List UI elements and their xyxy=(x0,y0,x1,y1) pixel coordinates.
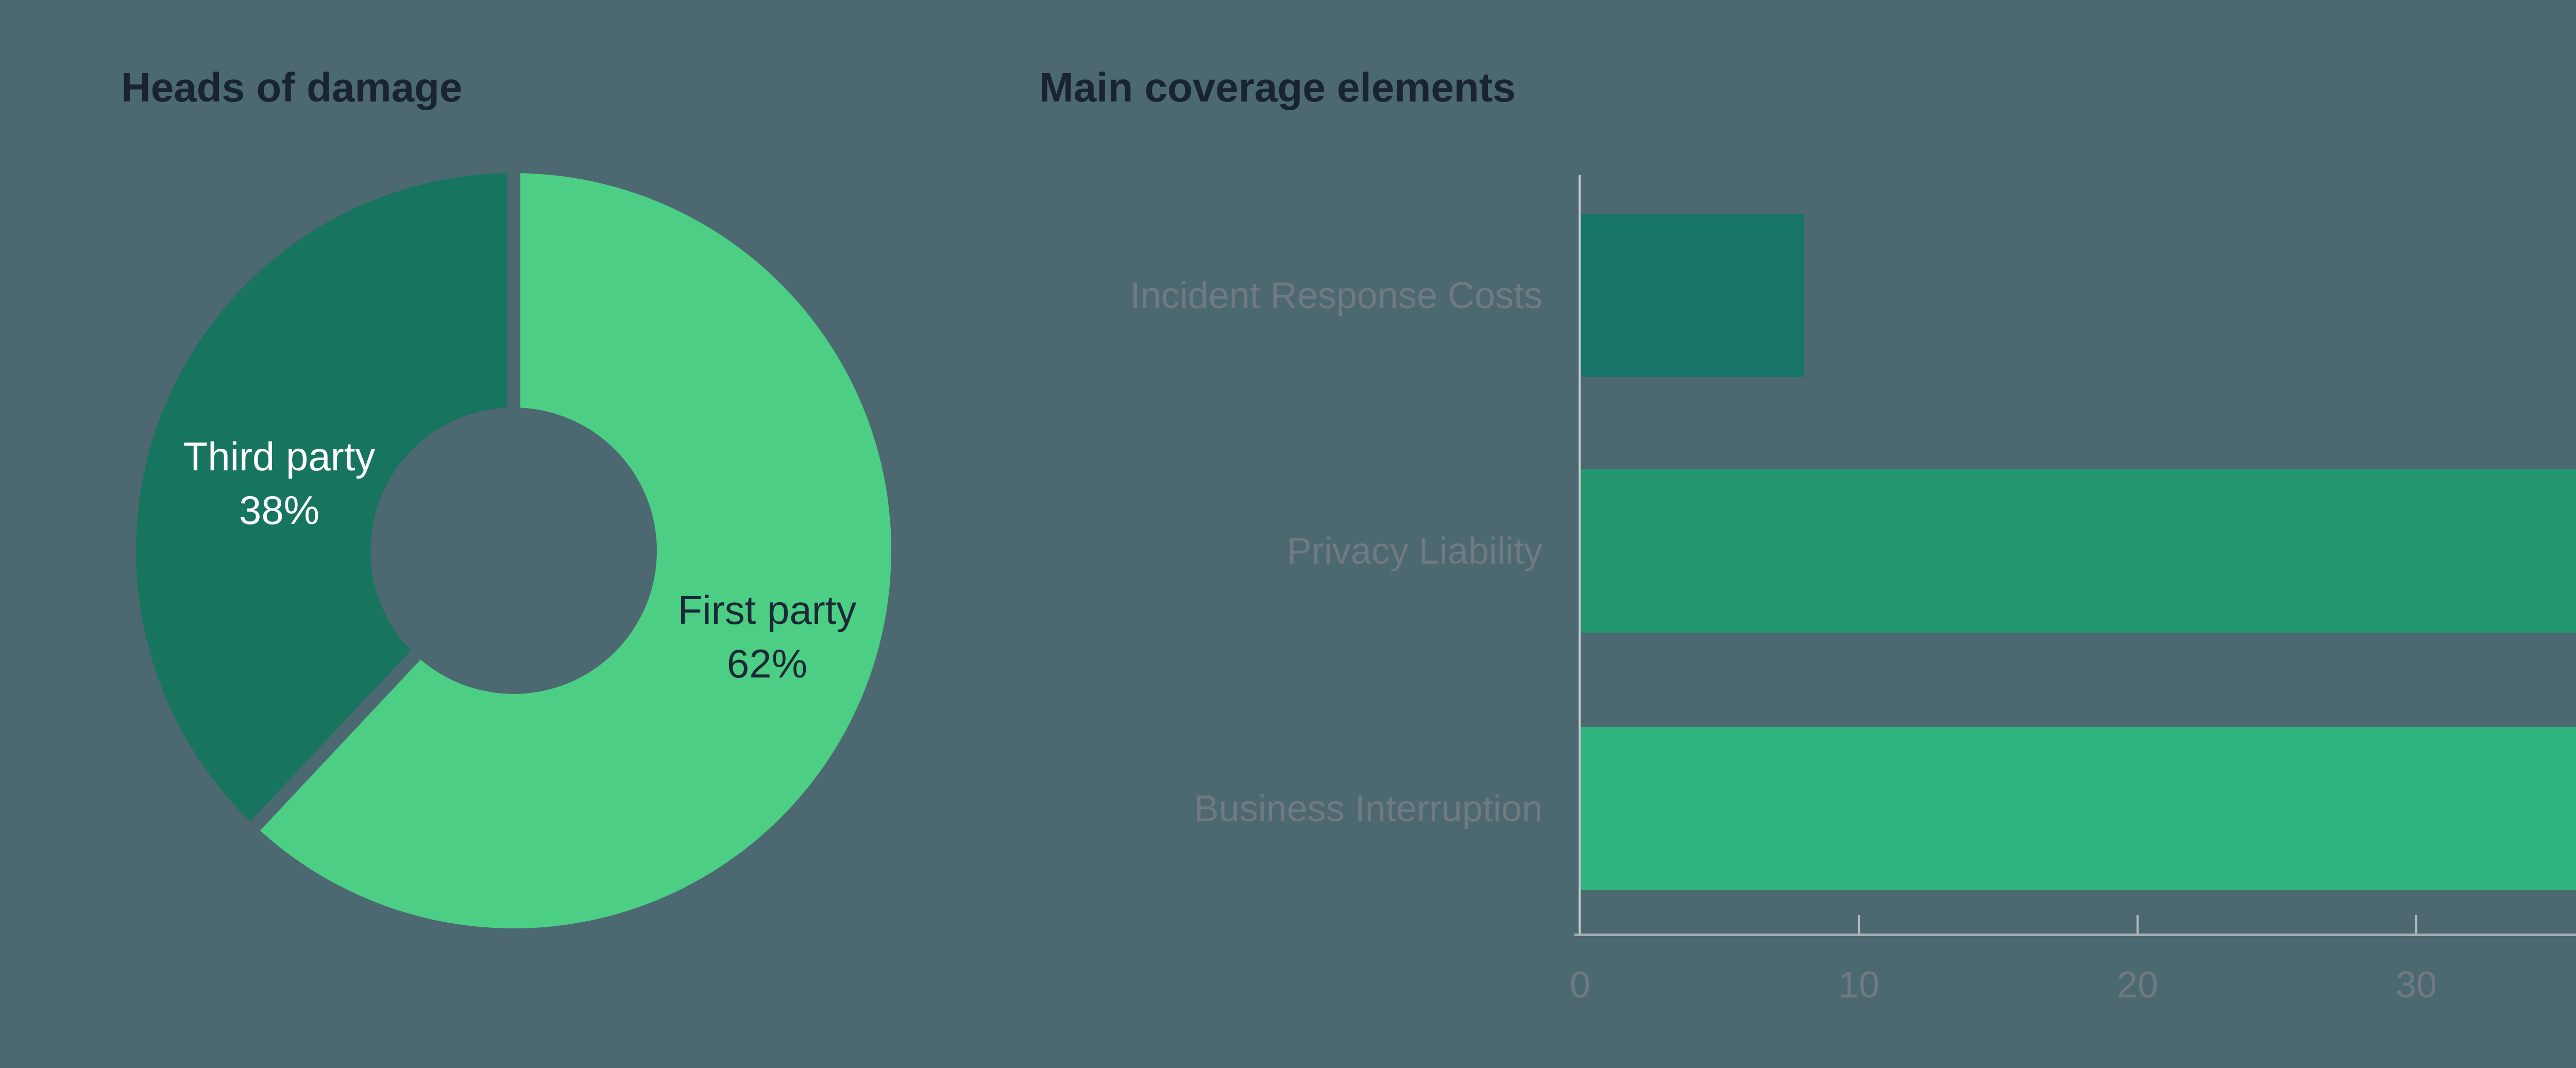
category-label-privacy-liability: Privacy Liability xyxy=(1286,530,1543,572)
pie-label-first-party-percent: 62% xyxy=(726,641,808,686)
donut-chart xyxy=(136,170,891,928)
pie-slice-third-party xyxy=(136,173,514,826)
x-tick-mark-20 xyxy=(2137,915,2139,934)
x-tick-label-10: 10 xyxy=(1838,964,1880,1006)
bar-incident-response-costs xyxy=(1581,214,1804,377)
category-label-incident-response-costs: Incident Response Costs xyxy=(1130,275,1543,316)
pie-chart-title: Heads of damage xyxy=(121,64,463,110)
y-axis-line xyxy=(1579,175,1581,934)
donut-hole xyxy=(370,408,657,694)
bar-business-interruption xyxy=(1581,727,2576,890)
pie-label-third-party-percent: 38% xyxy=(239,487,320,533)
x-axis-line xyxy=(1574,934,2576,936)
pie-label-third-party: Third party 38% xyxy=(183,430,376,537)
x-tick-label-30: 30 xyxy=(2395,964,2437,1006)
pie-label-third-party-name: Third party xyxy=(183,434,376,479)
x-tick-label-20: 20 xyxy=(2116,964,2159,1006)
x-tick-mark-10 xyxy=(1858,915,1860,934)
x-tick-mark-30 xyxy=(2415,915,2417,934)
pie-label-first-party: First party 62% xyxy=(678,583,857,690)
bar-privacy-liability xyxy=(1581,469,2576,633)
bar-chart-title: Main coverage elements xyxy=(1039,64,1516,110)
pie-label-first-party-name: First party xyxy=(677,587,857,633)
category-label-business-interruption: Business Interruption xyxy=(1194,788,1543,829)
x-tick-label-0: 0 xyxy=(1569,964,1591,1006)
